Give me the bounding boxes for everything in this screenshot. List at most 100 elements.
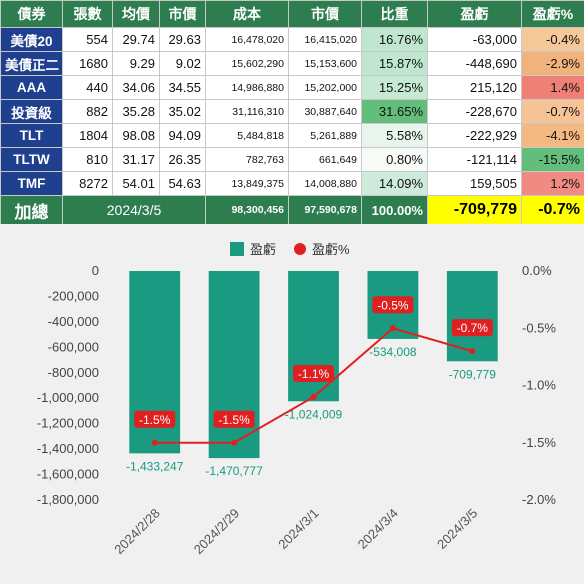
total-date: 2024/3/5 [62,195,206,225]
avg-price-cell: 31.17 [112,147,160,172]
pnl-pct-cell: -0.7% [521,99,584,124]
cost-cell: 5,484,818 [205,123,289,148]
weight-cell: 15.25% [361,75,428,100]
weight-cell: 16.76% [361,27,428,52]
bond-name: TMF [0,171,63,196]
weight-cell: 14.09% [361,171,428,196]
legend-pnl-swatch [230,242,244,256]
legend-pnl-pct-label: 盈虧% [312,242,350,257]
y-left-tick-label: -1,400,000 [37,441,99,456]
bond-name: 美債正二 [0,51,63,76]
total-value: 97,590,678 [288,195,362,225]
avg-price-cell: 9.29 [112,51,160,76]
line-value-label: -0.7% [457,321,489,335]
y-left-tick-label: -400,000 [48,314,99,329]
header-avg-price: 均價 [112,0,160,28]
bond-name: TLT [0,123,63,148]
pnl-cell: -222,929 [427,123,522,148]
bar-value-label: -534,008 [369,345,417,359]
y-right-tick-label: -0.5% [522,320,556,335]
cost-cell: 782,763 [205,147,289,172]
bond-name: 美債20 [0,27,63,52]
holdings-table: 債券 張數 均價 市價 成本 市價 比重 盈虧 盈虧% 美債20 554 29.74… [0,0,584,225]
header-market-value: 市價 [288,0,362,28]
legend-pnl-label: 盈虧 [250,242,276,257]
total-row: 加總 2024/3/5 98,300,456 97,590,678 100.00… [0,195,584,225]
table-row: TMF 8272 54.01 54.63 13,849,375 14,008,880 14.… [0,171,584,196]
pnl-cell: -448,690 [427,51,522,76]
bond-name: AAA [0,75,63,100]
market-value-cell: 15,153,600 [288,51,362,76]
header-qty: 張數 [62,0,113,28]
line-label-badge [134,410,176,428]
y-left-tick-label: -1,600,000 [37,467,99,482]
market-price-cell: 26.35 [159,147,206,172]
line-label-badge [372,296,414,314]
line-value-label: -1.5% [139,413,171,427]
y-left-tick-label: -200,000 [48,288,99,303]
line-point [389,325,396,332]
pnl-pct-cell: 1.2% [521,171,584,196]
line-value-label: -1.1% [298,367,330,381]
pnl-pct-cell: -0.4% [521,27,584,52]
header-pnl: 盈虧 [427,0,522,28]
total-cost: 98,300,456 [205,195,289,225]
cost-cell: 13,849,375 [205,171,289,196]
bar-value-label: -1,024,009 [285,407,343,421]
table-row: TLTW 810 31.17 26.35 782,763 661,649 0.80% -121… [0,147,584,172]
avg-price-cell: 34.06 [112,75,160,100]
bond-name: 投資級 [0,99,63,124]
qty-cell: 1680 [62,51,113,76]
y-left-tick-label: 0 [92,263,99,278]
y-right-tick-label: -1.0% [522,378,556,393]
pnl-cell: -121,114 [427,147,522,172]
total-weight: 100.00% [361,195,428,225]
pnl-pct-cell: -2.9% [521,51,584,76]
weight-cell: 0.80% [361,147,428,172]
y-right-tick-label: 0.0% [522,263,552,278]
qty-cell: 440 [62,75,113,100]
y-right-tick-label: -1.5% [522,435,556,450]
cost-cell: 15,602,290 [205,51,289,76]
weight-cell: 5.58% [361,123,428,148]
bar-value-label: -709,779 [449,367,497,381]
table-row: TLT 1804 98.08 94.09 5,484,818 5,261,889 5.58%… [0,123,584,148]
header-pnl-pct: 盈虧% [521,0,584,28]
line-label-badge [213,410,255,428]
market-value-cell: 15,202,000 [288,75,362,100]
bar-value-label: -1,433,247 [126,459,184,473]
header-weight: 比重 [361,0,428,28]
pnl-cell: 215,120 [427,75,522,100]
y-left-tick-label: -800,000 [48,365,99,380]
pnl-cell: -63,000 [427,27,522,52]
total-label: 加總 [0,195,63,225]
table-header-row: 債券 張數 均價 市價 成本 市價 比重 盈虧 盈虧% [0,0,584,28]
market-price-cell: 29.63 [159,27,206,52]
market-value-cell: 30,887,640 [288,99,362,124]
avg-price-cell: 29.74 [112,27,160,52]
market-value-cell: 14,008,880 [288,171,362,196]
y-left-tick-label: -1,000,000 [37,390,99,405]
table-row: 投資級 882 35.28 35.02 31,116,310 30,887,640 31.6… [0,99,584,124]
avg-price-cell: 54.01 [112,171,160,196]
line-point [151,439,158,446]
cost-cell: 14,986,880 [205,75,289,100]
avg-price-cell: 35.28 [112,99,160,124]
market-value-cell: 5,261,889 [288,123,362,148]
qty-cell: 882 [62,99,113,124]
cost-cell: 16,478,020 [205,27,289,52]
header-market-price: 市價 [159,0,206,28]
line-value-label: -1.5% [218,413,250,427]
pnl-pct-cell: 1.4% [521,75,584,100]
table-row: 美債正二 1680 9.29 9.02 15,602,290 15,153,600 15.8… [0,51,584,76]
header-cost: 成本 [205,0,289,28]
line-label-badge [451,319,493,337]
weight-cell: 31.65% [361,99,428,124]
pnl-chart: 0 -200,000 -400,000 -600,000 -800,000 -1,000,… [0,224,584,584]
qty-cell: 8272 [62,171,113,196]
line-label-badge [293,364,334,382]
line-point [310,393,317,400]
market-price-cell: 35.02 [159,99,206,124]
pnl-pct-cell: -15.5% [521,147,584,172]
y-left-tick-label: -600,000 [48,339,99,354]
